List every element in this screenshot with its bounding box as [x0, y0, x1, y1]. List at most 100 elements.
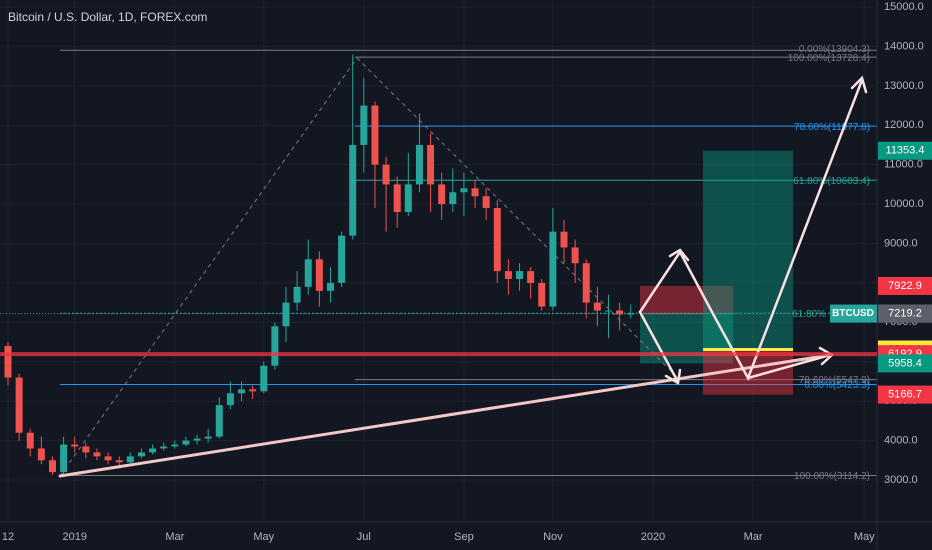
level-label: 0.00%(13904.3)	[799, 44, 870, 55]
candle-body	[126, 456, 134, 463]
arrow-head	[850, 75, 868, 94]
price-tag	[878, 385, 932, 404]
candle-body	[215, 405, 223, 437]
symbol-label: BTCUSD	[832, 308, 874, 319]
candle-body	[15, 377, 23, 433]
candle-body	[349, 144, 357, 236]
level-label: 78.60%(11977.8)	[794, 122, 870, 133]
level-label: 100.00%(13728.4)	[788, 53, 870, 64]
y-tick-label: 15000.0	[884, 1, 924, 13]
candle-body	[571, 247, 579, 264]
candle-body	[26, 432, 34, 449]
candle-body	[326, 282, 334, 291]
candles	[4, 54, 635, 476]
y-tick-label: 4000.0	[884, 434, 918, 446]
candle-body	[338, 235, 346, 283]
arrows	[58, 75, 868, 478]
candle-body	[293, 286, 301, 303]
price-tag	[878, 304, 932, 323]
candle-body	[104, 456, 112, 461]
level-label: 100.00%(3114.2)	[794, 471, 870, 482]
x-tick-label: Mar	[165, 531, 184, 543]
arrow-path	[638, 310, 680, 384]
y-tick-label: 9000.0	[884, 237, 918, 249]
y-tick-label: 14000.0	[884, 40, 924, 52]
candle-body	[427, 144, 435, 185]
price-tag-label: 5166.7	[888, 389, 922, 401]
arrow-path	[638, 78, 864, 381]
candle-body	[37, 448, 45, 461]
candle-body	[71, 444, 79, 447]
candle-body	[616, 310, 624, 315]
y-tick-label: 3000.0	[884, 474, 918, 486]
price-tags: 11353.47922.9BTCUSD7222.27219.26310.2619…	[0, 141, 932, 404]
level-label: 0.00%(5423.3)	[804, 380, 870, 391]
candle-body	[593, 302, 601, 311]
grid	[0, 0, 877, 520]
price-tag	[878, 354, 932, 373]
candle-body	[504, 271, 512, 279]
candle-body	[415, 144, 423, 185]
candle-body	[304, 259, 312, 287]
candle-body	[382, 164, 390, 185]
level-label: 78.60%(5547.9)	[799, 375, 870, 386]
price-tag-label: 7922.9	[888, 280, 922, 292]
candle-body	[371, 105, 379, 165]
y-tick-label: 10000.0	[884, 198, 924, 210]
drawings	[59, 57, 681, 477]
candle-body	[4, 345, 12, 378]
x-tick-label: May	[854, 531, 875, 543]
candle-body	[171, 444, 179, 447]
candle-body	[404, 184, 412, 212]
price-axis	[877, 0, 932, 550]
trend-line	[58, 353, 832, 478]
price-tag-label: 11353.4	[886, 145, 925, 157]
candle-body	[582, 263, 590, 303]
level-label: 61.80%	[792, 309, 826, 320]
candle-body	[60, 444, 68, 473]
candle-body	[182, 440, 190, 445]
arrow-path	[746, 353, 832, 380]
x-tick-label: Jul	[357, 531, 371, 543]
candle-body	[560, 231, 568, 248]
y-tick-label: 12000.0	[884, 119, 924, 131]
chart-title: Bitcoin / U.S. Dollar, 1D, FOREX.com	[8, 10, 207, 24]
price-tag	[878, 141, 932, 160]
fib-trend	[59, 57, 358, 477]
candle-body	[137, 452, 145, 457]
candle-body	[393, 184, 401, 212]
candle-body	[471, 188, 479, 197]
y-tick-label: 13000.0	[884, 80, 924, 92]
candle-body	[249, 389, 257, 392]
positions	[640, 150, 793, 395]
candle-body	[538, 282, 546, 307]
price-tag-label: 5958.4	[888, 357, 922, 369]
candle-body	[604, 310, 612, 312]
candle-body	[627, 313, 635, 315]
candle-body	[93, 452, 101, 457]
x-tick-label: Mar	[744, 531, 763, 543]
price-tag	[878, 276, 932, 295]
candle-body	[482, 196, 490, 209]
candle-body	[516, 271, 524, 279]
candle-body	[360, 105, 368, 145]
x-tick-label: 12	[2, 531, 14, 543]
candle-body	[149, 448, 157, 453]
candle-body	[460, 188, 468, 193]
arrow-head	[664, 368, 682, 386]
candle-body	[315, 259, 323, 291]
x-tick-label: 2020	[641, 531, 665, 543]
target-zone	[703, 150, 793, 350]
candle-body	[438, 184, 446, 205]
candle-body	[48, 460, 56, 473]
x-tick-label: Sep	[454, 531, 474, 543]
candle-body	[282, 302, 290, 327]
candle-body	[82, 446, 90, 453]
level-label: 61.80%(10603.4)	[793, 176, 870, 187]
x-tick-label: 2019	[62, 531, 86, 543]
symbol-tag	[830, 304, 877, 323]
candle-body	[238, 389, 246, 394]
x-tick-label: May	[253, 531, 274, 543]
candle-body	[160, 446, 168, 449]
